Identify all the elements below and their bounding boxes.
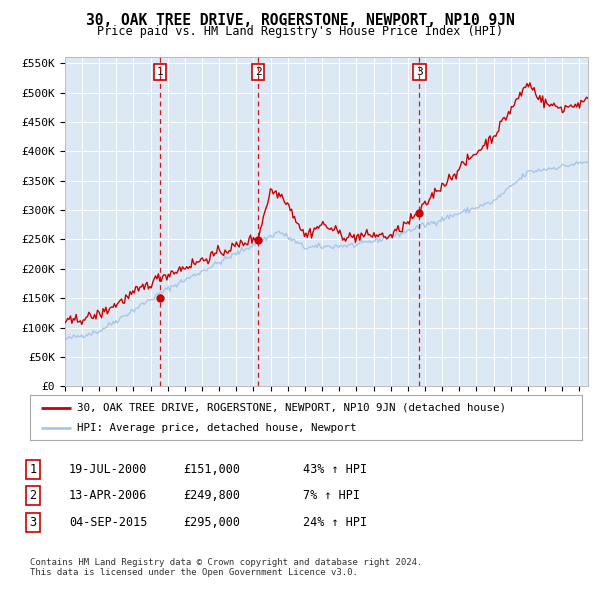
Text: 1: 1: [29, 463, 37, 476]
Text: 1: 1: [157, 67, 163, 77]
Text: 2: 2: [29, 489, 37, 502]
Text: 2: 2: [255, 67, 262, 77]
Text: 43% ↑ HPI: 43% ↑ HPI: [303, 463, 367, 476]
Text: 3: 3: [29, 516, 37, 529]
Text: Price paid vs. HM Land Registry's House Price Index (HPI): Price paid vs. HM Land Registry's House …: [97, 25, 503, 38]
Text: 19-JUL-2000: 19-JUL-2000: [69, 463, 148, 476]
Text: Contains HM Land Registry data © Crown copyright and database right 2024.
This d: Contains HM Land Registry data © Crown c…: [30, 558, 422, 577]
Text: £295,000: £295,000: [183, 516, 240, 529]
Text: 30, OAK TREE DRIVE, ROGERSTONE, NEWPORT, NP10 9JN (detached house): 30, OAK TREE DRIVE, ROGERSTONE, NEWPORT,…: [77, 403, 506, 412]
Text: 24% ↑ HPI: 24% ↑ HPI: [303, 516, 367, 529]
Text: 7% ↑ HPI: 7% ↑ HPI: [303, 489, 360, 502]
Text: 04-SEP-2015: 04-SEP-2015: [69, 516, 148, 529]
Text: £249,800: £249,800: [183, 489, 240, 502]
Text: £151,000: £151,000: [183, 463, 240, 476]
Text: 13-APR-2006: 13-APR-2006: [69, 489, 148, 502]
Text: HPI: Average price, detached house, Newport: HPI: Average price, detached house, Newp…: [77, 424, 356, 434]
Text: 3: 3: [416, 67, 423, 77]
Text: 30, OAK TREE DRIVE, ROGERSTONE, NEWPORT, NP10 9JN: 30, OAK TREE DRIVE, ROGERSTONE, NEWPORT,…: [86, 13, 514, 28]
